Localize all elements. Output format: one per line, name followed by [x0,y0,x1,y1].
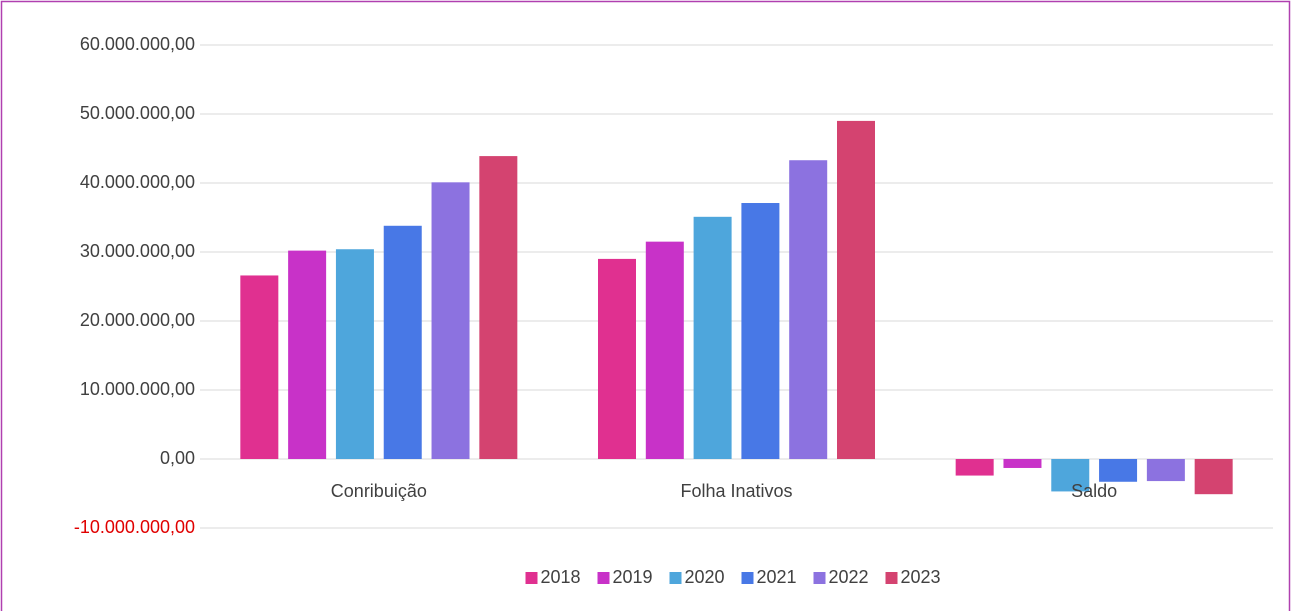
x-tick-label: Folha Inativos [680,481,792,501]
y-tick-label: 40.000.000,00 [80,172,195,192]
bar [383,225,422,459]
bar [431,182,470,459]
legend-swatch [885,572,898,584]
bar [645,241,684,459]
bar [598,258,636,459]
bar [240,275,279,459]
bar [1146,459,1185,482]
x-tick-label: Conribuição [331,481,427,501]
legend-label: 2018 [541,567,581,587]
bar [288,250,327,459]
legend-swatch [525,572,538,584]
bar [693,216,732,459]
bar [1051,459,1090,492]
legend-swatch [741,572,754,584]
legend-swatch [813,572,826,584]
legend-swatch [597,572,610,584]
y-tick-label: 30.000.000,00 [80,241,195,261]
bar [955,459,994,476]
bar [1194,459,1233,495]
bar [741,203,780,459]
y-tick-label: 10.000.000,00 [80,379,195,399]
y-tick-label: 20.000.000,00 [80,310,195,330]
legend-swatch [669,572,682,584]
bar [335,249,374,459]
y-tick-label: 60.000.000,00 [80,34,195,54]
y-tick-label: -10.000.000,00 [74,517,195,537]
bar [479,156,518,459]
y-tick-label: 0,00 [160,448,195,468]
legend-label: 2020 [685,567,725,587]
legend-label: 2022 [829,567,869,587]
x-tick-label: Saldo [1071,481,1117,501]
bar [789,160,828,460]
legend-label: 2019 [613,567,653,587]
legend-label: 2023 [901,567,941,587]
legend-label: 2021 [757,567,797,587]
y-tick-label: 50.000.000,00 [80,103,195,123]
bar [1003,459,1042,468]
bar [837,120,875,460]
bar [1099,459,1138,482]
